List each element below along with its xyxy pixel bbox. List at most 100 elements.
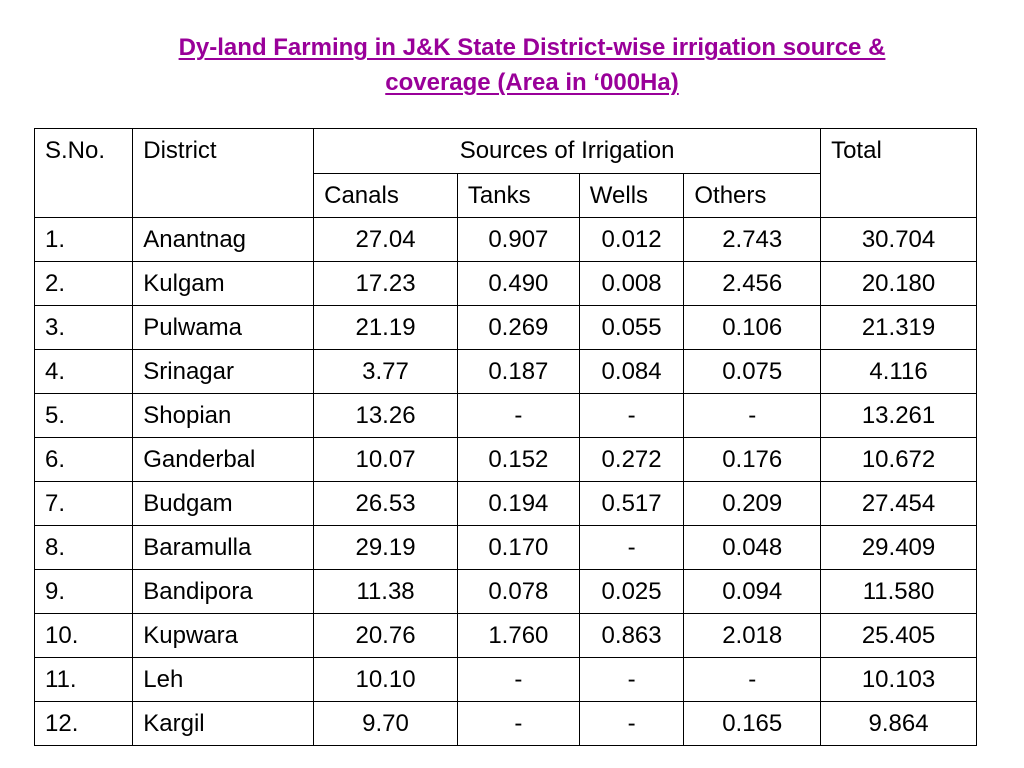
cell-total: 13.261 <box>820 393 977 438</box>
cell-total: 9.864 <box>820 701 977 746</box>
cell-tanks: - <box>456 657 580 702</box>
cell-district: Budgam <box>132 481 315 526</box>
cell-district: Baramulla <box>132 525 315 570</box>
cell-district: Leh <box>132 657 315 702</box>
cell-tanks: 0.078 <box>456 569 580 614</box>
cell-sno: 12. <box>33 701 134 746</box>
header-total: Total <box>820 128 977 218</box>
cell-canals: 21.19 <box>313 305 458 350</box>
cell-district: Pulwama <box>132 305 315 350</box>
header-row: S.No. District Sources of Irrigation Tot… <box>33 128 977 218</box>
title-line-2: coverage (Area in ‘000Ha) <box>385 69 679 96</box>
cell-wells: - <box>578 701 685 746</box>
table-row: 7. Budgam 26.53 0.194 0.517 0.209 27.454 <box>33 481 977 526</box>
cell-sno: 10. <box>33 613 134 658</box>
cell-tanks: 0.170 <box>456 525 580 570</box>
cell-others: 0.165 <box>683 701 822 746</box>
cell-district: Ganderbal <box>132 437 315 482</box>
header-others: Others <box>683 173 822 218</box>
cell-wells: 0.055 <box>578 305 685 350</box>
cell-tanks: - <box>456 393 580 438</box>
cell-others: 0.209 <box>683 481 822 526</box>
cell-tanks: 0.194 <box>456 481 580 526</box>
header-canals: Canals <box>313 173 458 218</box>
cell-total: 10.103 <box>820 657 977 702</box>
header-district: District <box>132 128 315 218</box>
table-row: 10. Kupwara 20.76 1.760 0.863 2.018 25.405 <box>33 613 977 658</box>
table-row: 5. Shopian 13.26- - -13.261 <box>33 393 977 438</box>
cell-wells: 0.012 <box>578 217 685 262</box>
cell-canals: 11.38 <box>313 569 458 614</box>
cell-wells: 0.008 <box>578 261 685 306</box>
cell-wells: - <box>578 525 685 570</box>
cell-tanks: 0.269 <box>456 305 580 350</box>
cell-others: 0.075 <box>683 349 822 394</box>
cell-wells: - <box>578 393 685 438</box>
cell-others: 2.456 <box>683 261 822 306</box>
cell-district: Bandipora <box>132 569 315 614</box>
table-row: 6. Ganderbal 10.07 0.152 0.272 0.176 10.672 <box>33 437 977 482</box>
cell-total: 10.672 <box>820 437 977 482</box>
header-wells: Wells <box>578 173 685 218</box>
cell-others: 0.176 <box>683 437 822 482</box>
cell-wells: 0.517 <box>578 481 685 526</box>
cell-others: 0.106 <box>683 305 822 350</box>
cell-sno: 5. <box>33 393 134 438</box>
cell-canals: 17.23 <box>313 261 458 306</box>
cell-sno: 2. <box>33 261 134 306</box>
cell-sno: 8. <box>33 525 134 570</box>
cell-others: 2.743 <box>683 217 822 262</box>
cell-wells: 0.025 <box>578 569 685 614</box>
header-tanks: Tanks <box>456 173 580 218</box>
table-row: 2. Kulgam 17.23 0.490 0.008 2.456 20.180 <box>33 261 977 306</box>
cell-total: 25.405 <box>820 613 977 658</box>
irrigation-table: S.No. District Sources of Irrigation Tot… <box>33 128 977 746</box>
cell-total: 20.180 <box>820 261 977 306</box>
cell-canals: 10.07 <box>313 437 458 482</box>
table-row: 4. Srinagar 3.77 0.187 0.084 0.075 4.116 <box>33 349 977 394</box>
table-row: 8. Baramulla 29.19 0.170-0.048 29.409 <box>33 525 977 570</box>
cell-sno: 9. <box>33 569 134 614</box>
cell-others: 0.048 <box>683 525 822 570</box>
cell-canals: 3.77 <box>313 349 458 394</box>
cell-others: - <box>683 393 822 438</box>
cell-total: 11.580 <box>820 569 977 614</box>
header-sno: S.No. <box>33 128 134 218</box>
cell-sno: 4. <box>33 349 134 394</box>
cell-district: Shopian <box>132 393 315 438</box>
title-line-1: Dy-land Farming in J&K State District-wi… <box>178 34 886 61</box>
cell-district: Kupwara <box>132 613 315 658</box>
cell-total: 27.454 <box>820 481 977 526</box>
cell-wells: 0.863 <box>578 613 685 658</box>
cell-tanks: 0.187 <box>456 349 580 394</box>
table-row: 9. Bandipora 11.38 0.078 0.025 0.094 11.580 <box>33 569 977 614</box>
cell-canals: 13.26 <box>313 393 458 438</box>
table-row: 11. Leh 10.10- - -10.103 <box>33 657 977 702</box>
cell-others: - <box>683 657 822 702</box>
cell-canals: 27.04 <box>313 217 458 262</box>
table-row: 3. Pulwama 21.19 0.269 0.055 0.106 21.319 <box>33 305 977 350</box>
cell-wells: 0.272 <box>578 437 685 482</box>
cell-others: 0.094 <box>683 569 822 614</box>
cell-wells: 0.084 <box>578 349 685 394</box>
cell-sno: 7. <box>33 481 134 526</box>
cell-total: 30.704 <box>820 217 977 262</box>
cell-tanks: - <box>456 701 580 746</box>
cell-tanks: 0.490 <box>456 261 580 306</box>
cell-district: Kargil <box>132 701 315 746</box>
cell-tanks: 1.760 <box>456 613 580 658</box>
table-body: 1. Anantnag 27.04 0.907 0.012 2.743 30.704 2. Ku… <box>33 217 977 746</box>
page-title: Dy-land Farming in J&K State District-wi… <box>60 30 1004 100</box>
cell-sno: 6. <box>33 437 134 482</box>
cell-sno: 11. <box>33 657 134 702</box>
cell-tanks: 0.152 <box>456 437 580 482</box>
table-row: 12. Kargil 9.70- -0.165 9.864 <box>33 701 977 746</box>
cell-canals: 10.10 <box>313 657 458 702</box>
cell-canals: 9.70 <box>313 701 458 746</box>
header-sources: Sources of Irrigation <box>313 128 822 174</box>
cell-district: Srinagar <box>132 349 315 394</box>
cell-district: Kulgam <box>132 261 315 306</box>
cell-sno: 1. <box>33 217 134 262</box>
cell-total: 4.116 <box>820 349 977 394</box>
cell-tanks: 0.907 <box>456 217 580 262</box>
